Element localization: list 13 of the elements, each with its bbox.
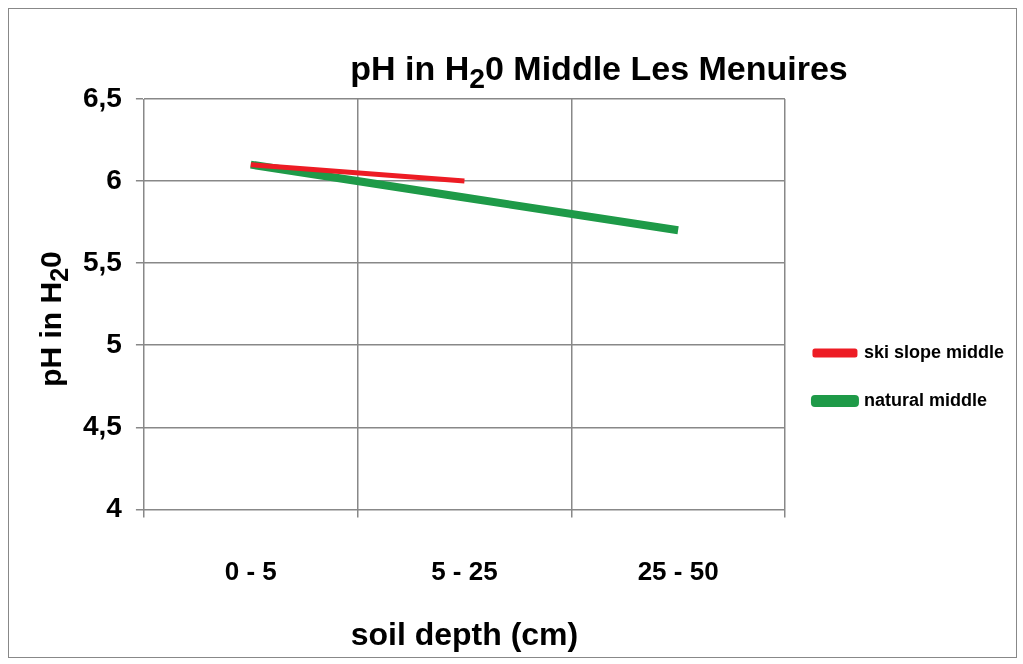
y-tick-label: 6,5: [82, 81, 122, 113]
y-tick-label: 4: [106, 492, 123, 524]
x-tick-label: 25 - 50: [637, 556, 719, 587]
y-tick-label: 5: [106, 327, 122, 359]
legend-label: natural middle: [863, 389, 987, 410]
x-tick-label: 5 - 25: [431, 556, 498, 587]
x-axis-title: soil depth (cm): [350, 615, 579, 652]
chart-title: pH in H$_{2}$0 Middle Les Menuires: [349, 49, 849, 95]
y-tick-label: 6: [106, 163, 122, 195]
y-tick-label: 5,5: [82, 245, 122, 277]
x-tick-label: 0 - 5: [224, 556, 277, 587]
y-tick-label: 4,5: [82, 410, 122, 442]
legend-label: ski slope middle: [863, 341, 1004, 362]
